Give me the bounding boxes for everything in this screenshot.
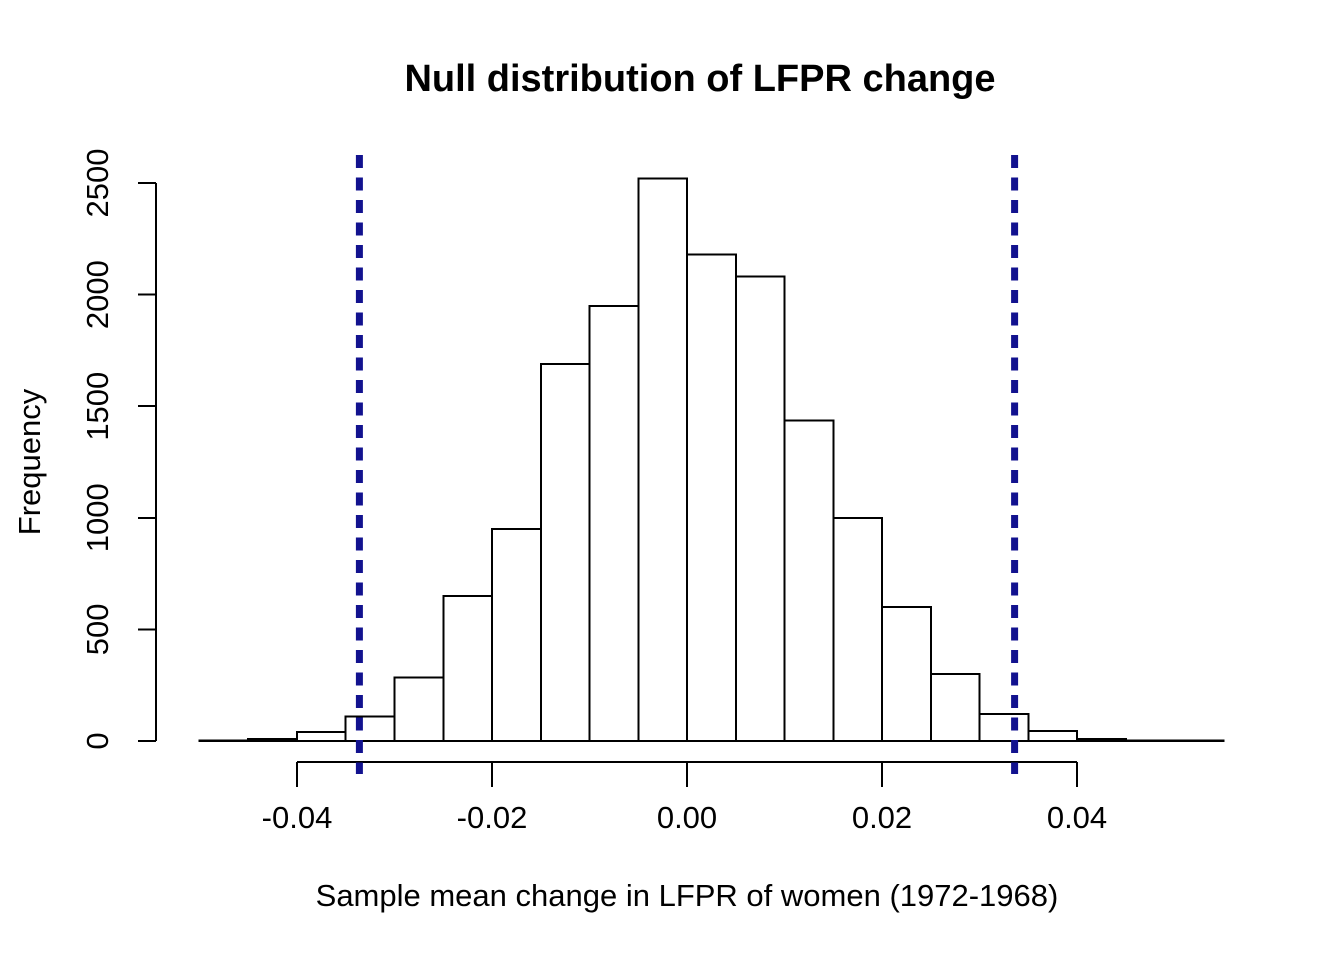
histogram-bar [783, 419, 835, 742]
histogram-bar [588, 304, 640, 742]
y-tick-label: 1000 [80, 483, 115, 552]
histogram-bar [881, 606, 932, 742]
histogram-bar [442, 594, 494, 743]
histogram-bar [734, 275, 786, 742]
histogram-bar [1027, 730, 1079, 742]
y-tick-label: 0 [80, 732, 115, 749]
y-tick-label: 500 [80, 604, 115, 656]
x-tick-label: 0.04 [1047, 800, 1107, 835]
histogram-bar [929, 673, 981, 742]
y-axis-title: Frequency [12, 388, 47, 536]
histogram-bar [978, 713, 1030, 743]
histogram-bar [637, 177, 689, 742]
x-tick-label: -0.04 [262, 800, 333, 835]
x-axis-title: Sample mean change in LFPR of women (197… [315, 878, 1059, 913]
x-tick-label: 0.02 [852, 800, 912, 835]
x-tick-label: 0.00 [657, 800, 717, 835]
x-tick-label: -0.02 [457, 800, 528, 835]
histogram-bar [832, 516, 884, 742]
histogram-bar [539, 362, 591, 742]
histogram-bar [686, 253, 737, 742]
histogram-bar [247, 737, 298, 742]
histogram-bar [393, 676, 445, 743]
histogram-bar [491, 528, 542, 742]
y-tick-label: 1500 [80, 372, 115, 441]
chart-title: Null distribution of LFPR change [404, 58, 996, 100]
histogram-bar [1076, 737, 1127, 742]
histogram-bar [344, 715, 396, 743]
y-tick-label: 2500 [80, 149, 115, 218]
histogram-bar [296, 731, 347, 742]
histogram-bar [1124, 739, 1176, 742]
y-tick-label: 2000 [80, 260, 115, 329]
